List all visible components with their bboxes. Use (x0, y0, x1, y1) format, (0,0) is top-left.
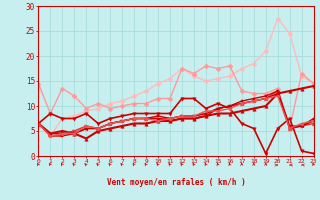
X-axis label: Vent moyen/en rafales ( km/h ): Vent moyen/en rafales ( km/h ) (107, 178, 245, 187)
